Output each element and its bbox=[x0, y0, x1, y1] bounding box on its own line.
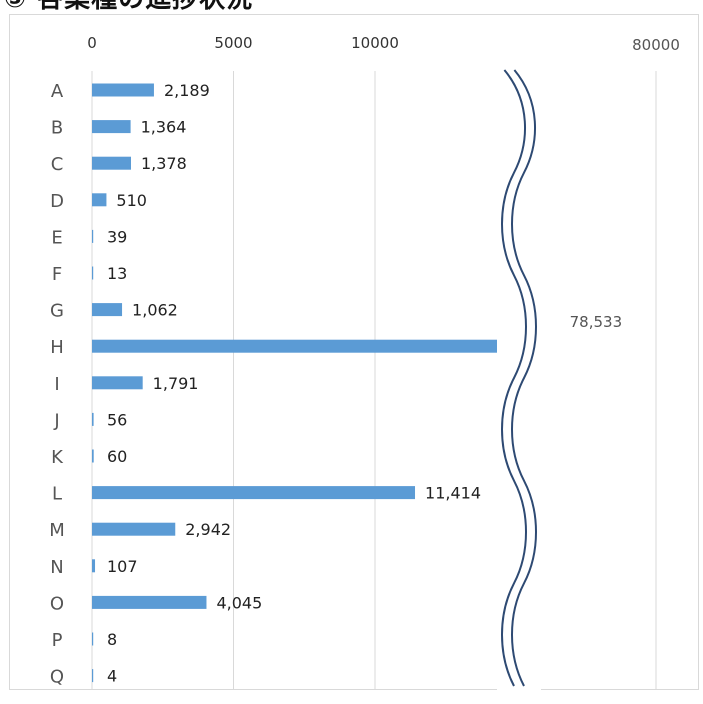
bar-G bbox=[92, 303, 123, 317]
x-tick-label: 0 bbox=[87, 34, 97, 52]
bar-A bbox=[92, 83, 154, 97]
category-label: I bbox=[54, 374, 59, 395]
bar-D bbox=[92, 193, 107, 207]
category-label: K bbox=[51, 447, 64, 468]
x-tick-label-far: 80000 bbox=[632, 36, 680, 54]
category-label: P bbox=[52, 630, 63, 651]
value-label: 2,189 bbox=[164, 81, 210, 100]
value-label: 4,045 bbox=[216, 593, 262, 612]
chart-heading: ⑤ 各業種の進捗状況 bbox=[4, 0, 253, 15]
x-tick-label: 5000 bbox=[214, 34, 252, 52]
value-label: 107 bbox=[107, 557, 138, 576]
value-label: 510 bbox=[116, 191, 147, 210]
value-label: 2,942 bbox=[185, 520, 231, 539]
category-label: G bbox=[50, 301, 64, 322]
category-label: L bbox=[52, 484, 62, 505]
x-tick-labels: 0 5000 10000 80000 bbox=[87, 34, 680, 54]
bar-K bbox=[92, 449, 94, 463]
chart-frame bbox=[9, 14, 699, 690]
value-label: 1,791 bbox=[153, 374, 199, 393]
break-line-left bbox=[501, 69, 527, 687]
bar-Q bbox=[92, 669, 94, 683]
bar-C bbox=[92, 156, 131, 170]
value-label: 1,062 bbox=[132, 301, 178, 320]
value-label: 1,378 bbox=[141, 154, 187, 173]
bar-I bbox=[92, 376, 143, 390]
bar-M bbox=[92, 522, 176, 536]
value-label: 8 bbox=[107, 630, 117, 649]
bar-B bbox=[92, 120, 131, 134]
value-label: 1,364 bbox=[141, 118, 187, 137]
value-label: 4 bbox=[107, 667, 117, 686]
category-label: C bbox=[51, 154, 64, 175]
bar-P bbox=[92, 632, 94, 646]
value-label: 56 bbox=[107, 410, 127, 429]
axis-break-marker bbox=[497, 67, 541, 690]
bar-J bbox=[92, 412, 94, 426]
bar-N bbox=[92, 559, 96, 573]
x-tick-label: 10000 bbox=[351, 34, 399, 52]
value-label: 11,414 bbox=[425, 484, 481, 503]
gridlines bbox=[91, 71, 657, 690]
category-label: N bbox=[50, 557, 63, 578]
category-label: Q bbox=[50, 667, 64, 688]
category-label: M bbox=[49, 520, 65, 541]
category-label: O bbox=[50, 593, 64, 614]
break-gap bbox=[497, 67, 541, 690]
bar-O bbox=[92, 595, 207, 609]
value-label: 60 bbox=[107, 447, 127, 466]
category-label: H bbox=[50, 337, 64, 358]
break-line-right bbox=[511, 69, 537, 687]
value-label: 78,533 bbox=[570, 313, 623, 331]
category-label: F bbox=[52, 264, 62, 285]
value-label: 13 bbox=[107, 264, 127, 283]
bar-E bbox=[92, 229, 94, 243]
value-labels: 2,189 1,364 1,378 510 39 13 1,062 78,533 1,791 56… bbox=[107, 81, 622, 686]
category-label: J bbox=[53, 410, 59, 431]
bar-L bbox=[92, 486, 416, 500]
bar-F bbox=[92, 266, 94, 280]
category-label: A bbox=[51, 81, 64, 102]
category-label: D bbox=[50, 191, 64, 212]
bars bbox=[92, 83, 499, 683]
value-label: 39 bbox=[107, 227, 127, 246]
category-label: B bbox=[51, 118, 63, 139]
bar-H-near bbox=[92, 339, 499, 353]
category-label: E bbox=[51, 227, 62, 248]
